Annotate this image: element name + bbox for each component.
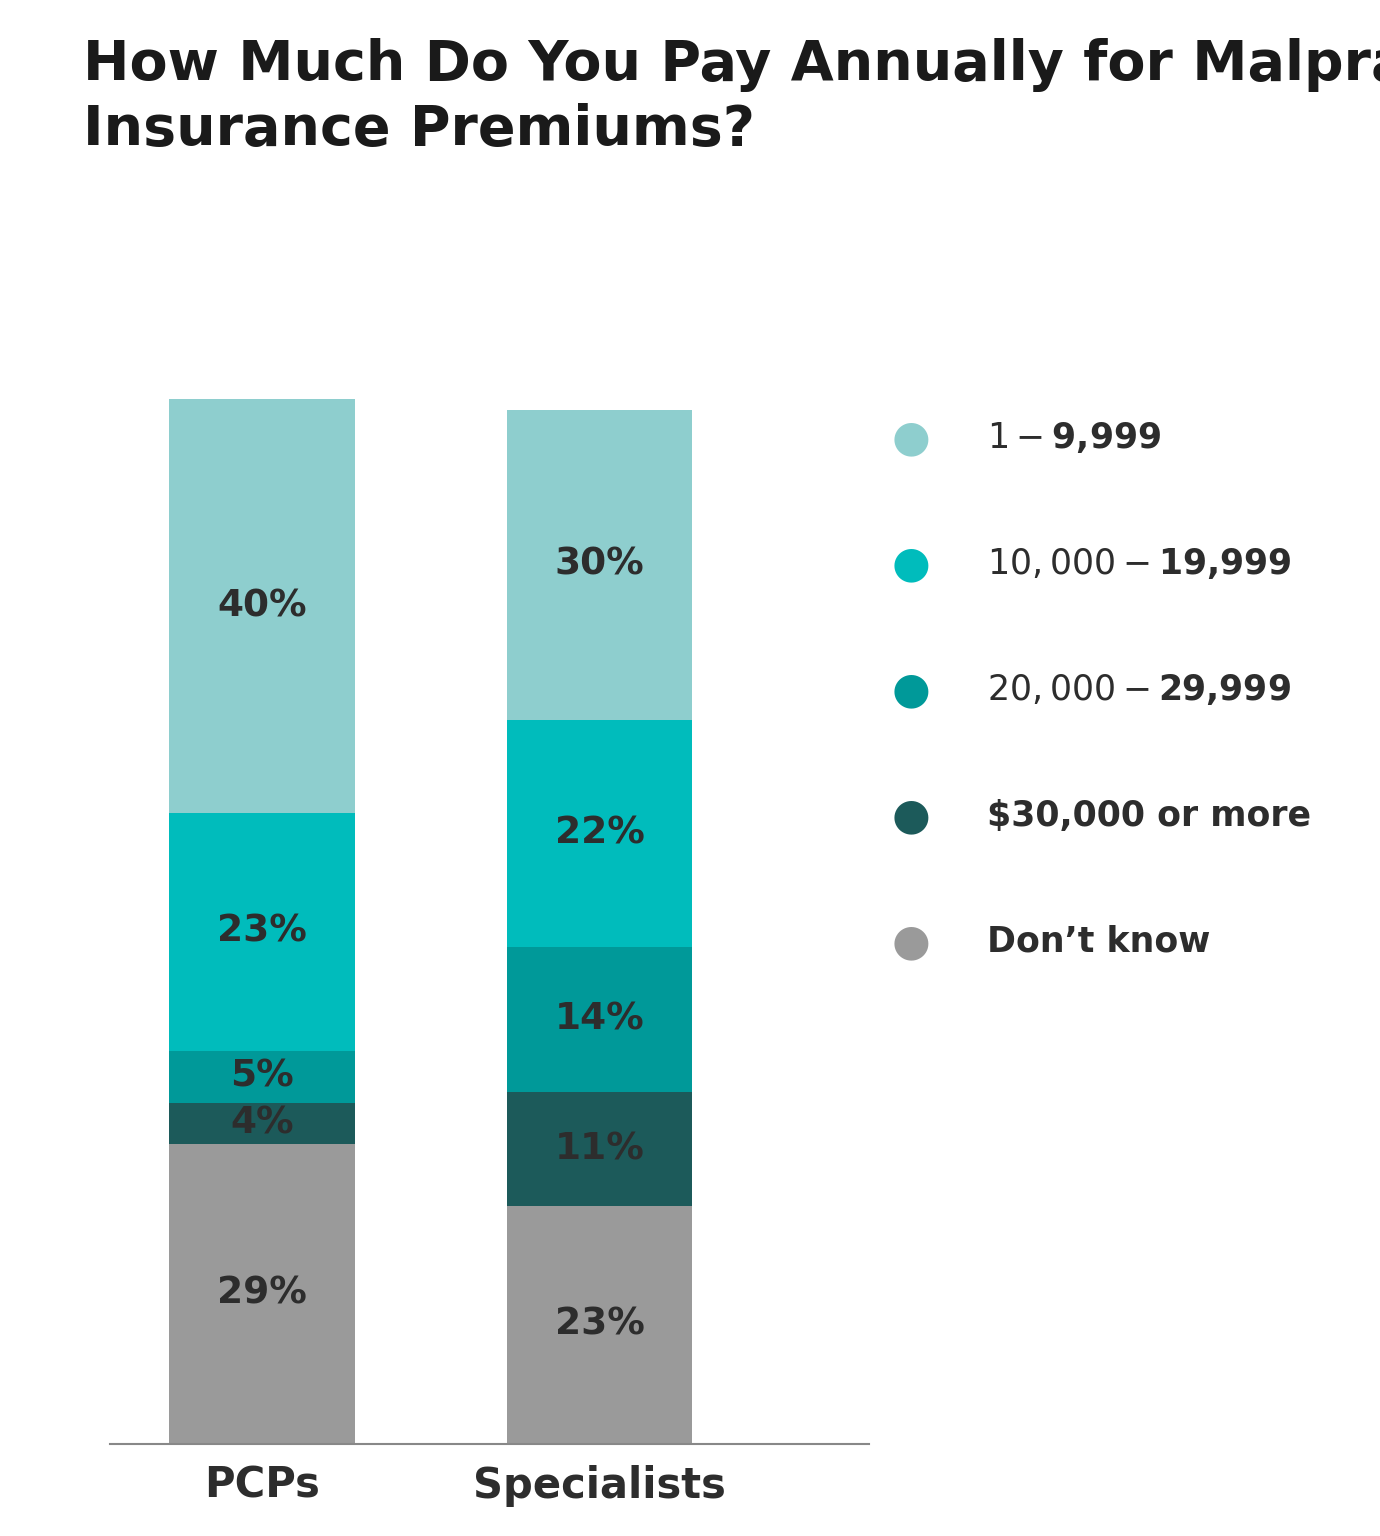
- Bar: [170, 399, 355, 813]
- Text: $10,000-$19,999: $10,000-$19,999: [987, 547, 1292, 581]
- Text: 30%: 30%: [555, 547, 644, 582]
- Bar: [170, 813, 355, 1051]
- Text: 4%: 4%: [230, 1106, 294, 1141]
- Text: 11%: 11%: [555, 1130, 644, 1167]
- Text: $1-$9,999: $1-$9,999: [987, 421, 1161, 455]
- Text: $30,000 or more: $30,000 or more: [987, 799, 1311, 833]
- Text: ●: ●: [891, 920, 930, 963]
- Text: 14%: 14%: [555, 1001, 644, 1038]
- Bar: [170, 1051, 355, 1103]
- Bar: [170, 1144, 355, 1444]
- Bar: [170, 1103, 355, 1144]
- Text: 22%: 22%: [555, 816, 644, 851]
- Text: 5%: 5%: [230, 1058, 294, 1095]
- Text: ●: ●: [891, 668, 930, 711]
- Bar: [506, 948, 693, 1092]
- Text: ●: ●: [891, 794, 930, 837]
- Text: How Much Do You Pay Annually for Malpractice
Insurance Premiums?: How Much Do You Pay Annually for Malprac…: [83, 38, 1380, 157]
- Text: 23%: 23%: [217, 914, 308, 949]
- Text: ●: ●: [891, 542, 930, 585]
- Text: Don’t know: Don’t know: [987, 925, 1210, 958]
- Bar: [506, 1092, 693, 1206]
- Text: 23%: 23%: [555, 1307, 644, 1342]
- Bar: [506, 1206, 693, 1444]
- Bar: [506, 410, 693, 720]
- Text: ●: ●: [891, 416, 930, 459]
- Text: $20,000-$29,999: $20,000-$29,999: [987, 673, 1290, 707]
- Text: 29%: 29%: [217, 1276, 308, 1312]
- Text: 40%: 40%: [218, 588, 306, 624]
- Bar: [506, 720, 693, 948]
